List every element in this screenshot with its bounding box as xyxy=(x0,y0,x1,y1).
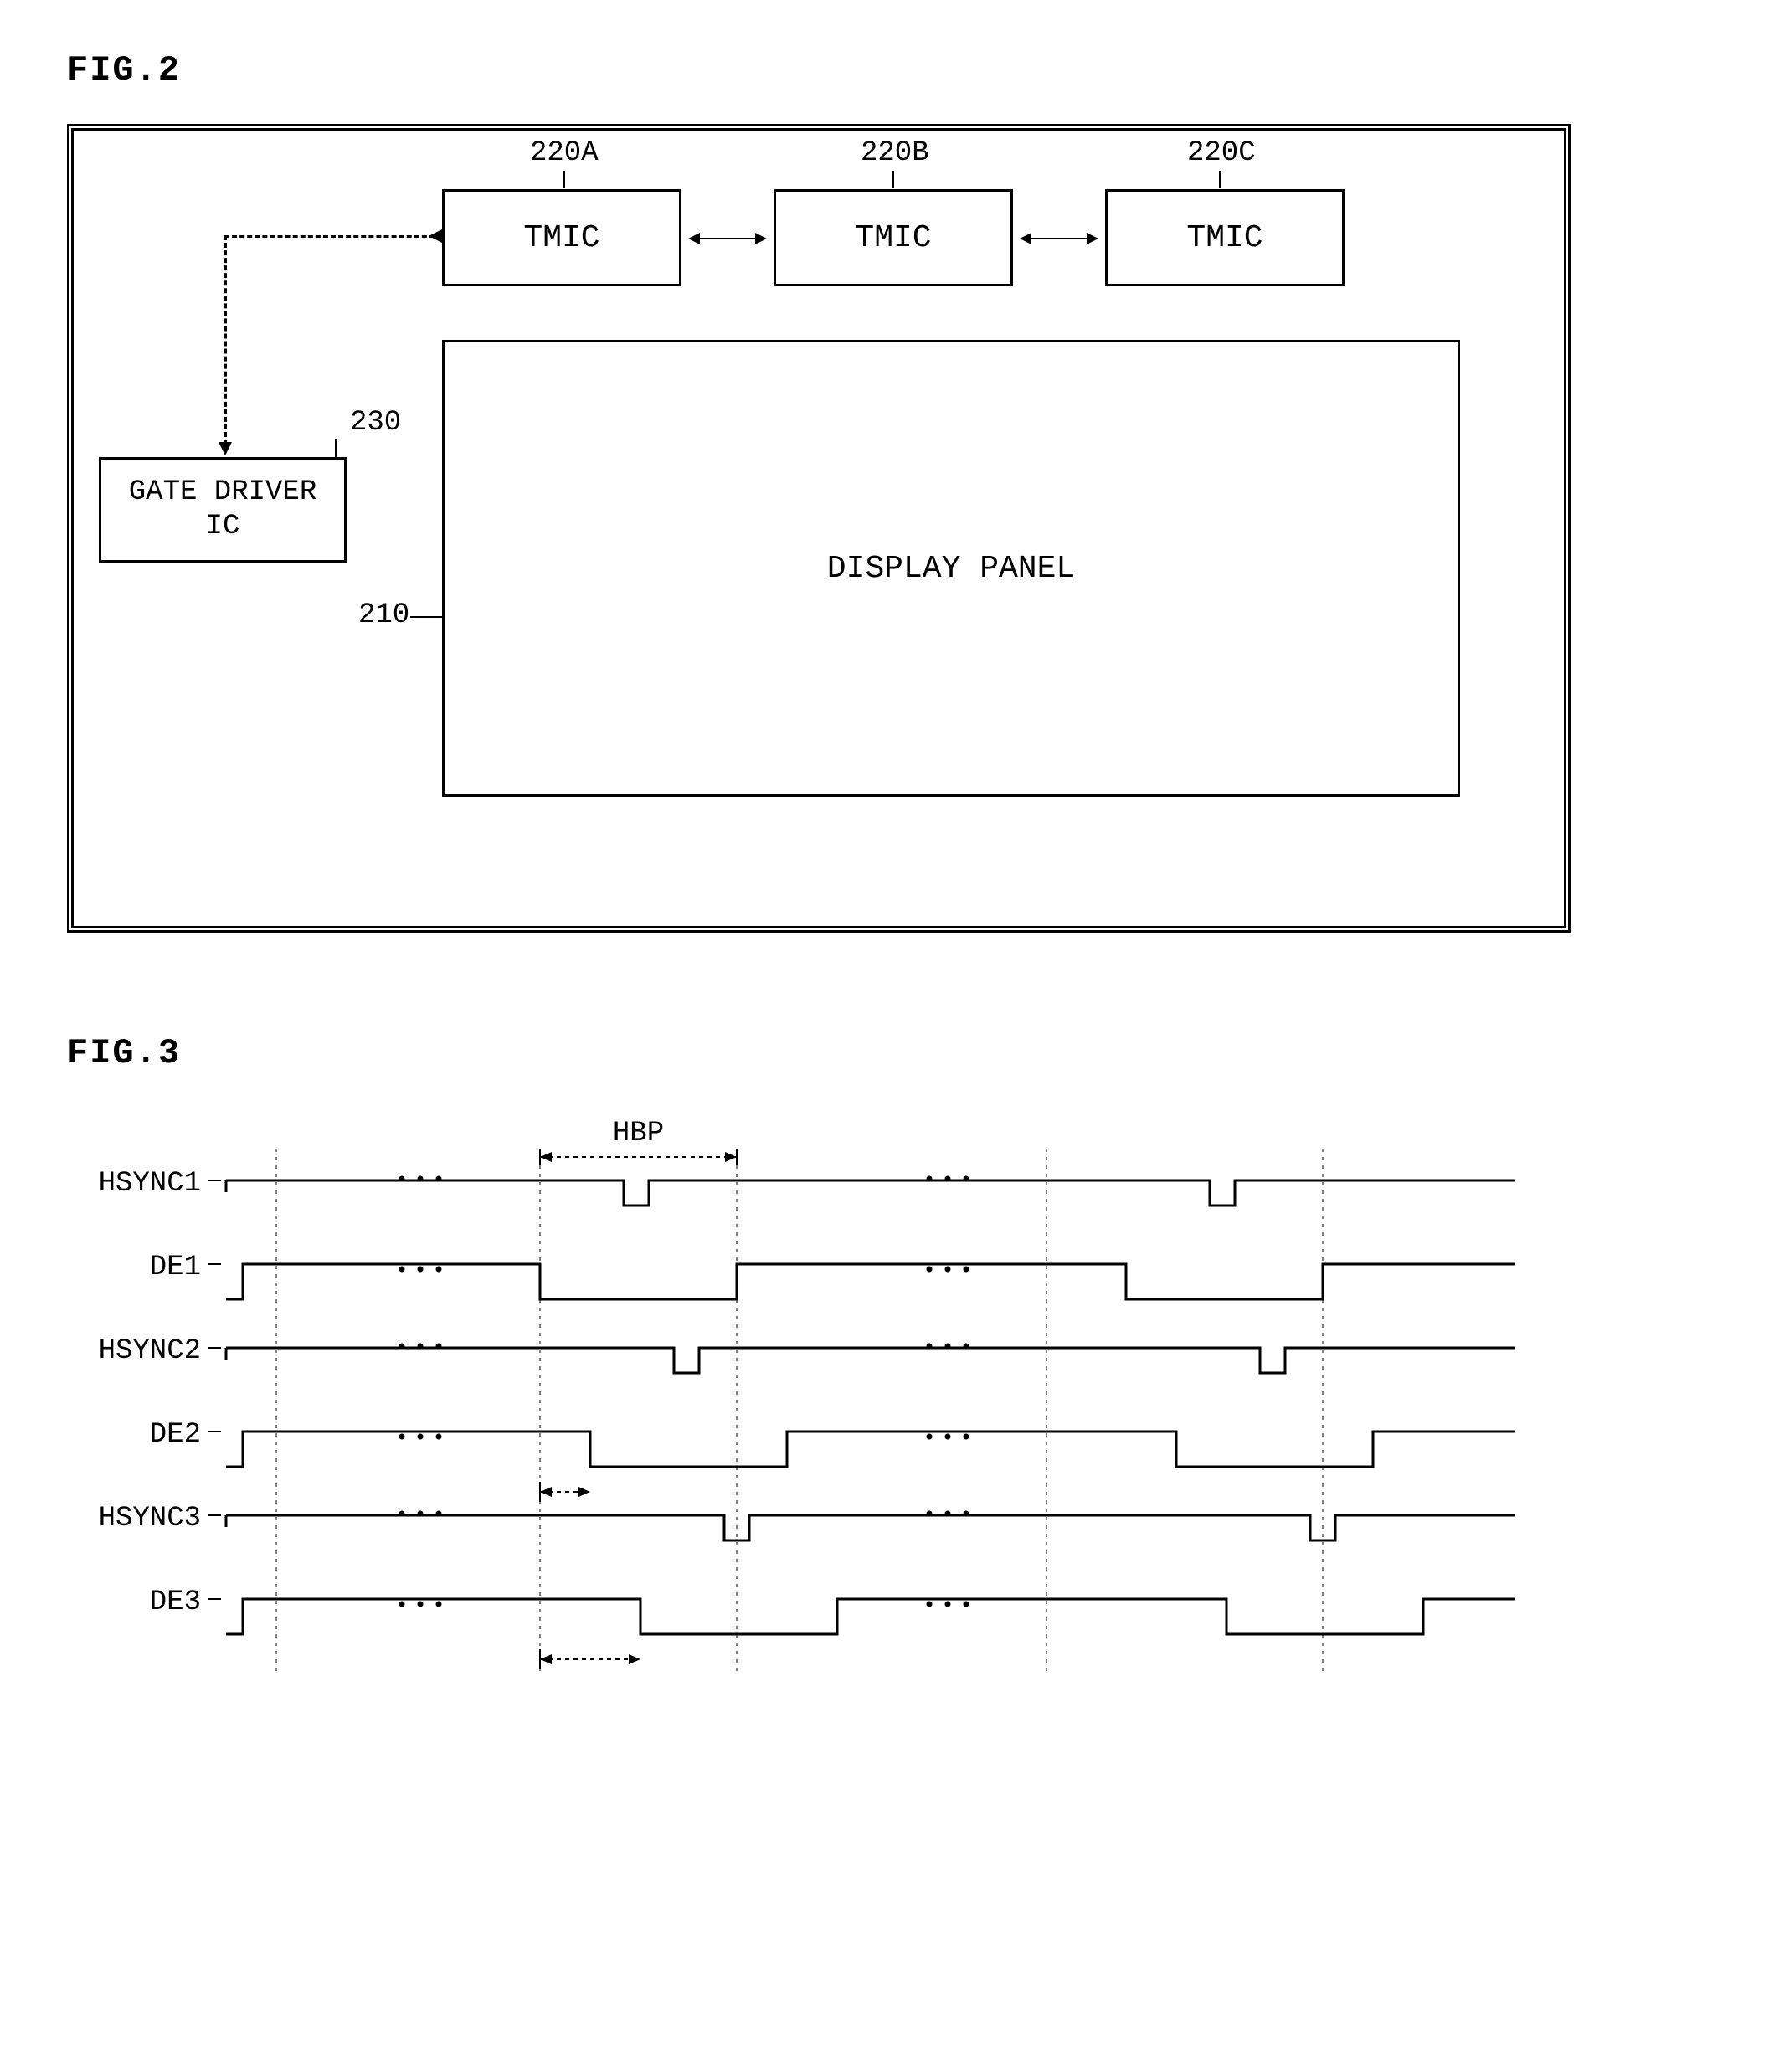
tmic-c-label: TMIC xyxy=(1186,220,1262,256)
tmic-row: TMIC TMIC TMIC xyxy=(442,189,1345,286)
ref-220c: 220C xyxy=(1187,137,1256,169)
svg-text:HBP: HBP xyxy=(613,1118,664,1149)
gate-line2: IC xyxy=(206,510,240,544)
svg-text:DE2: DE2 xyxy=(150,1419,201,1451)
tmic-c: TMIC xyxy=(1105,189,1345,286)
tmic-a: TMIC xyxy=(442,189,681,286)
display-panel-box: DISPLAY PANEL xyxy=(442,340,1460,797)
leader-230 xyxy=(335,439,337,457)
dbl-arrow-icon xyxy=(690,238,765,239)
tmic-link-bc xyxy=(1013,192,1105,284)
svg-text:HSYNC3: HSYNC3 xyxy=(99,1503,201,1535)
leader-220c xyxy=(1219,171,1221,188)
ref-220b: 220B xyxy=(861,137,929,169)
svg-text:DE3: DE3 xyxy=(150,1586,201,1618)
leader-210 xyxy=(410,616,442,618)
ref-230: 230 xyxy=(350,407,401,439)
ref-220a: 220A xyxy=(530,137,599,169)
panel-label: DISPLAY PANEL xyxy=(827,551,1075,587)
tmic-to-gate-h xyxy=(224,235,442,238)
svg-text:HSYNC1: HSYNC1 xyxy=(99,1168,201,1200)
timing-svg: HBP HSYNC1 DE1 HSYNC2 DE2 HSYNC3 DE3 xyxy=(75,1107,1549,1751)
tmic-b: TMIC xyxy=(774,189,1013,286)
gate-line1: GATE DRIVER xyxy=(129,476,316,510)
svg-text:DE1: DE1 xyxy=(150,1252,201,1283)
leader-220b xyxy=(892,171,894,188)
gate-driver-box: GATE DRIVER IC xyxy=(99,457,347,563)
tmic-a-label: TMIC xyxy=(523,220,599,256)
leader-220a xyxy=(563,171,565,188)
tmic-to-gate-h-arrow-icon xyxy=(429,229,442,243)
tmic-b-label: TMIC xyxy=(855,220,931,256)
fig2-frame: 220A 220B 220C TMIC TMIC TMIC 230 GATE D… xyxy=(67,124,1571,933)
svg-text:HSYNC2: HSYNC2 xyxy=(99,1335,201,1367)
fig3-title: FIG.3 xyxy=(67,1033,1707,1073)
dbl-arrow-icon xyxy=(1021,238,1097,239)
ref-210: 210 xyxy=(358,599,409,631)
fig2-title: FIG.2 xyxy=(67,50,1707,90)
tmic-to-gate-v xyxy=(224,235,227,445)
tmic-link-ab xyxy=(681,192,774,284)
tmic-to-gate-arrow-icon xyxy=(219,442,232,455)
fig3-timing-diagram: HBP HSYNC1 DE1 HSYNC2 DE2 HSYNC3 DE3 xyxy=(75,1107,1549,1751)
